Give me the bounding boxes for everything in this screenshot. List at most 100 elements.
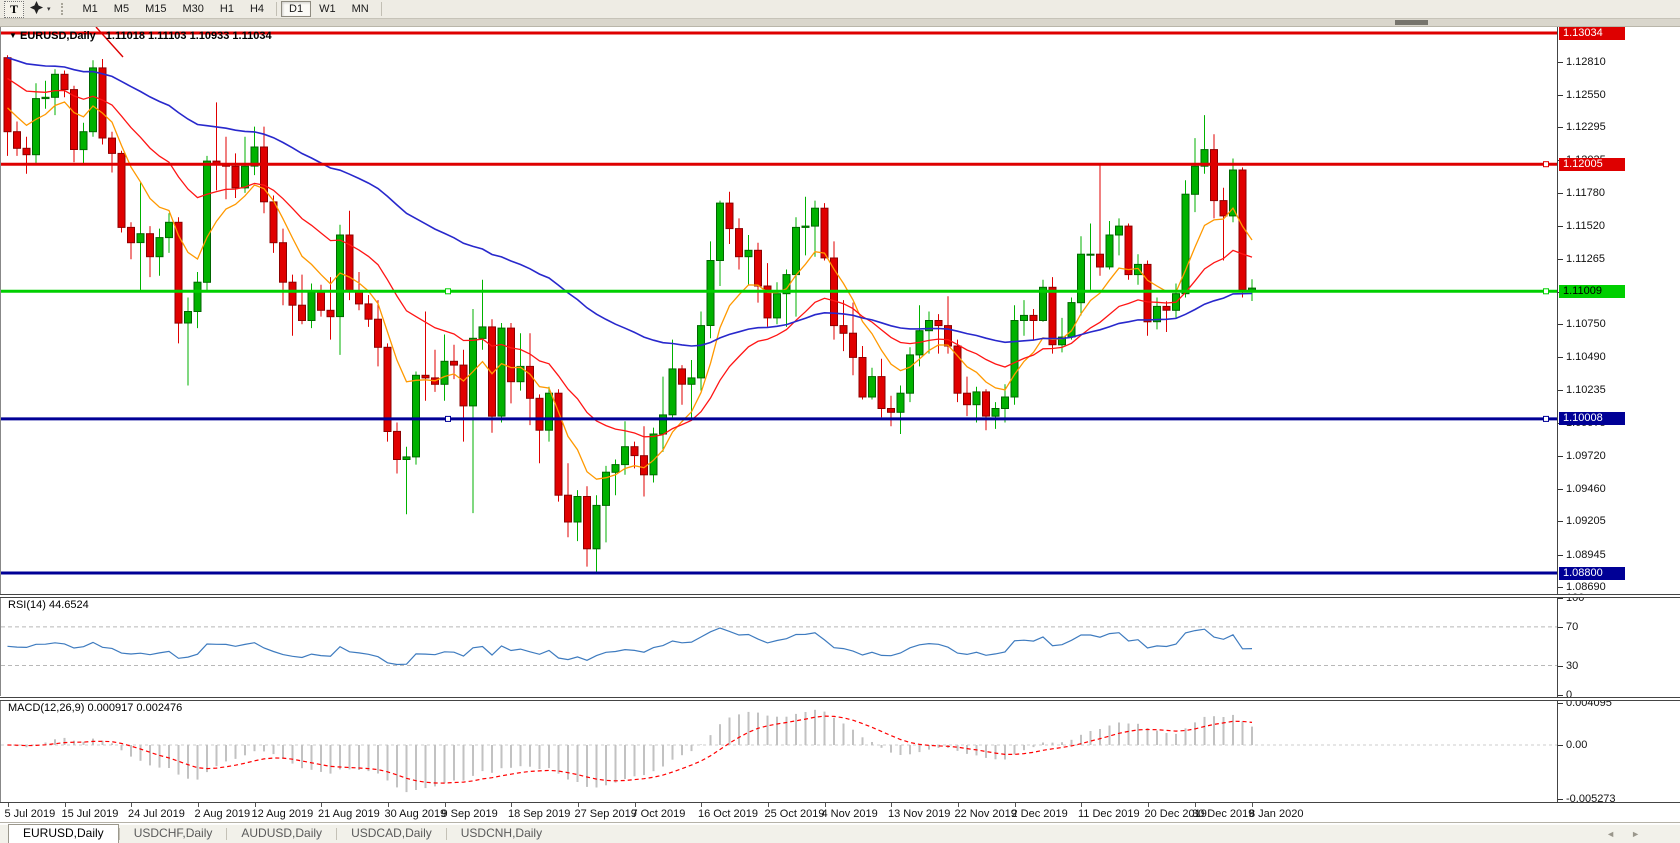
scrollbar-thumb[interactable] <box>1395 20 1428 25</box>
axis-tick <box>1558 61 1563 63</box>
panel-splitter[interactable] <box>0 594 1680 598</box>
date-tick <box>254 803 256 807</box>
timeframe-button-h4[interactable]: H4 <box>249 3 265 15</box>
date-tick <box>197 803 199 807</box>
date-tick <box>1147 803 1149 807</box>
axis-tick <box>1558 160 1563 162</box>
tab-next-button[interactable]: ► <box>1631 829 1640 839</box>
symbol-dropdown-icon[interactable]: ▼ <box>9 31 17 40</box>
axis-tick <box>1558 258 1563 260</box>
date-axis-label: 20 Dec 2019 <box>1144 808 1207 820</box>
chevron-down-icon[interactable]: ▾ <box>47 6 51 13</box>
toolbar-separator <box>380 2 382 16</box>
price-line-tag: 1.11009 <box>1559 284 1625 298</box>
axis-tick <box>1558 745 1563 746</box>
rsi-canvas[interactable] <box>1 597 1557 696</box>
toolbar-grip[interactable] <box>60 3 67 15</box>
date-axis-label: 24 Jul 2019 <box>128 808 185 820</box>
date-axis-label: 2 Dec 2019 <box>1011 808 1068 820</box>
axis-tick <box>1558 694 1563 696</box>
panel-splitter[interactable] <box>0 697 1680 701</box>
axis-tick <box>1558 94 1563 96</box>
tab-divider <box>445 828 447 840</box>
date-tick <box>701 803 702 807</box>
date-axis-label: 5 Jul 2019 <box>4 808 56 820</box>
price-chart-panel[interactable]: ▼ EURUSD,Daily 1.11018 1.11103 1.10933 1.… <box>0 27 1557 594</box>
axis-tick <box>1558 665 1563 667</box>
timeframe-button-m30[interactable]: M30 <box>182 3 204 15</box>
price-axis-label: 1.11005 <box>1566 285 1605 298</box>
date-axis-label: 9 Sep 2019 <box>441 808 498 820</box>
timeframe-button-d1[interactable]: D1 <box>281 1 312 17</box>
rsi-axis-label: 30 <box>1566 659 1579 672</box>
date-tick <box>1081 803 1082 807</box>
date-tick <box>891 803 892 807</box>
axis-tick <box>1558 455 1563 457</box>
axis-tick <box>1558 702 1563 704</box>
axis-tick <box>1558 799 1563 801</box>
chart-tab-eurusd[interactable]: EURUSD,Daily <box>8 824 119 843</box>
date-axis-label: 22 Nov 2019 <box>954 808 1017 820</box>
chart-title: ▼ EURUSD,Daily 1.11018 1.11103 1.10933 1.… <box>9 30 272 42</box>
arrows-icon <box>29 0 44 18</box>
text-tool-button[interactable]: T <box>4 0 24 18</box>
price-axis-label: 1.09205 <box>1566 515 1606 528</box>
toolbar: T ▾ M1 M5 M15 M30 H1 H4 D1 W1 MN <box>0 0 1680 19</box>
date-tick <box>957 803 959 807</box>
price-axis-label: 1.08690 <box>1566 581 1606 594</box>
rsi-panel[interactable]: RSI(14) 44.6524 <box>0 597 1557 696</box>
price-axis-label: 1.10750 <box>1566 318 1606 331</box>
chart-symbol-label: EURUSD,Daily <box>19 30 96 42</box>
price-axis-label: 1.12810 <box>1566 55 1606 68</box>
macd-axis-label: 0.00 <box>1566 739 1588 751</box>
timeframe-button-m5[interactable]: M5 <box>113 3 130 15</box>
timeframe-button-m1[interactable]: M1 <box>82 3 98 15</box>
macd-label: MACD(12,26,9) 0.000917 0.002476 <box>8 702 183 714</box>
date-tick <box>1014 803 1016 807</box>
date-axis-label: 30 Dec 2019 <box>1192 808 1255 820</box>
chart-tab-usdcad[interactable]: USDCAD,Daily <box>351 826 432 840</box>
chart-tab-bar: EURUSD,Daily USDCHF,Daily AUDUSD,Daily USDC… <box>0 824 1680 843</box>
chart-tab-usdchf[interactable]: USDCHF,Daily <box>133 826 213 840</box>
chart-h-scrollbar[interactable] <box>0 19 1680 27</box>
date-axis-label: 16 Oct 2019 <box>698 808 758 820</box>
rsi-axis-label: 70 <box>1566 620 1579 633</box>
timeframe-button-mn[interactable]: MN <box>351 3 369 15</box>
date-axis[interactable]: 5 Jul 2019 15 Jul 2019 24 Jul 2019 2 Aug 20… <box>0 803 1680 823</box>
axis-tick <box>1558 357 1563 359</box>
macd-canvas[interactable] <box>1 700 1557 802</box>
chart-tab-audusd[interactable]: AUDUSD,Daily <box>241 826 323 840</box>
chart-tab-usdcnh[interactable]: USDCNH,Daily <box>460 826 543 840</box>
timeframe-button-w1[interactable]: W1 <box>319 3 336 15</box>
axis-tick <box>1558 521 1563 523</box>
price-chart-canvas[interactable] <box>1 27 1557 594</box>
price-axis-label: 1.11520 <box>1566 220 1605 233</box>
tab-divider <box>118 828 120 840</box>
axis-separator <box>1557 27 1558 803</box>
date-tick <box>387 803 389 807</box>
price-axis-label: 1.11265 <box>1566 252 1605 265</box>
date-axis-label: 8 Jan 2020 <box>1249 808 1304 820</box>
date-axis-label: 2 Aug 2019 <box>194 808 251 820</box>
toolbar-separator <box>276 2 278 16</box>
date-tick <box>7 803 9 807</box>
timeframe-button-h1[interactable]: H1 <box>219 3 234 15</box>
axis-tick <box>1558 423 1563 425</box>
date-axis-label: 18 Sep 2019 <box>508 808 571 820</box>
date-tick <box>824 803 826 807</box>
date-axis-label: 25 Oct 2019 <box>764 808 825 820</box>
macd-panel[interactable]: MACD(12,26,9) 0.000917 0.002476 <box>0 700 1557 802</box>
timeframe-button-m15[interactable]: M15 <box>145 3 167 15</box>
tab-prev-button[interactable]: ◄ <box>1606 829 1616 839</box>
axis-tick <box>1558 598 1563 599</box>
axis-tick <box>1558 291 1563 293</box>
date-tick <box>577 803 579 807</box>
timeframe-group: M1 M5 M15 M30 H1 H4 D1 W1 MN <box>75 1 386 17</box>
axis-tick <box>1558 488 1563 490</box>
arrows-tool-button[interactable] <box>26 0 46 18</box>
axis-tick <box>1558 324 1563 326</box>
chart-ohlc-values: 1.11018 1.11103 1.10933 1.11034 <box>105 30 272 42</box>
axis-tick <box>1558 389 1563 391</box>
axis-tick <box>1558 226 1563 228</box>
date-tick <box>64 803 66 807</box>
